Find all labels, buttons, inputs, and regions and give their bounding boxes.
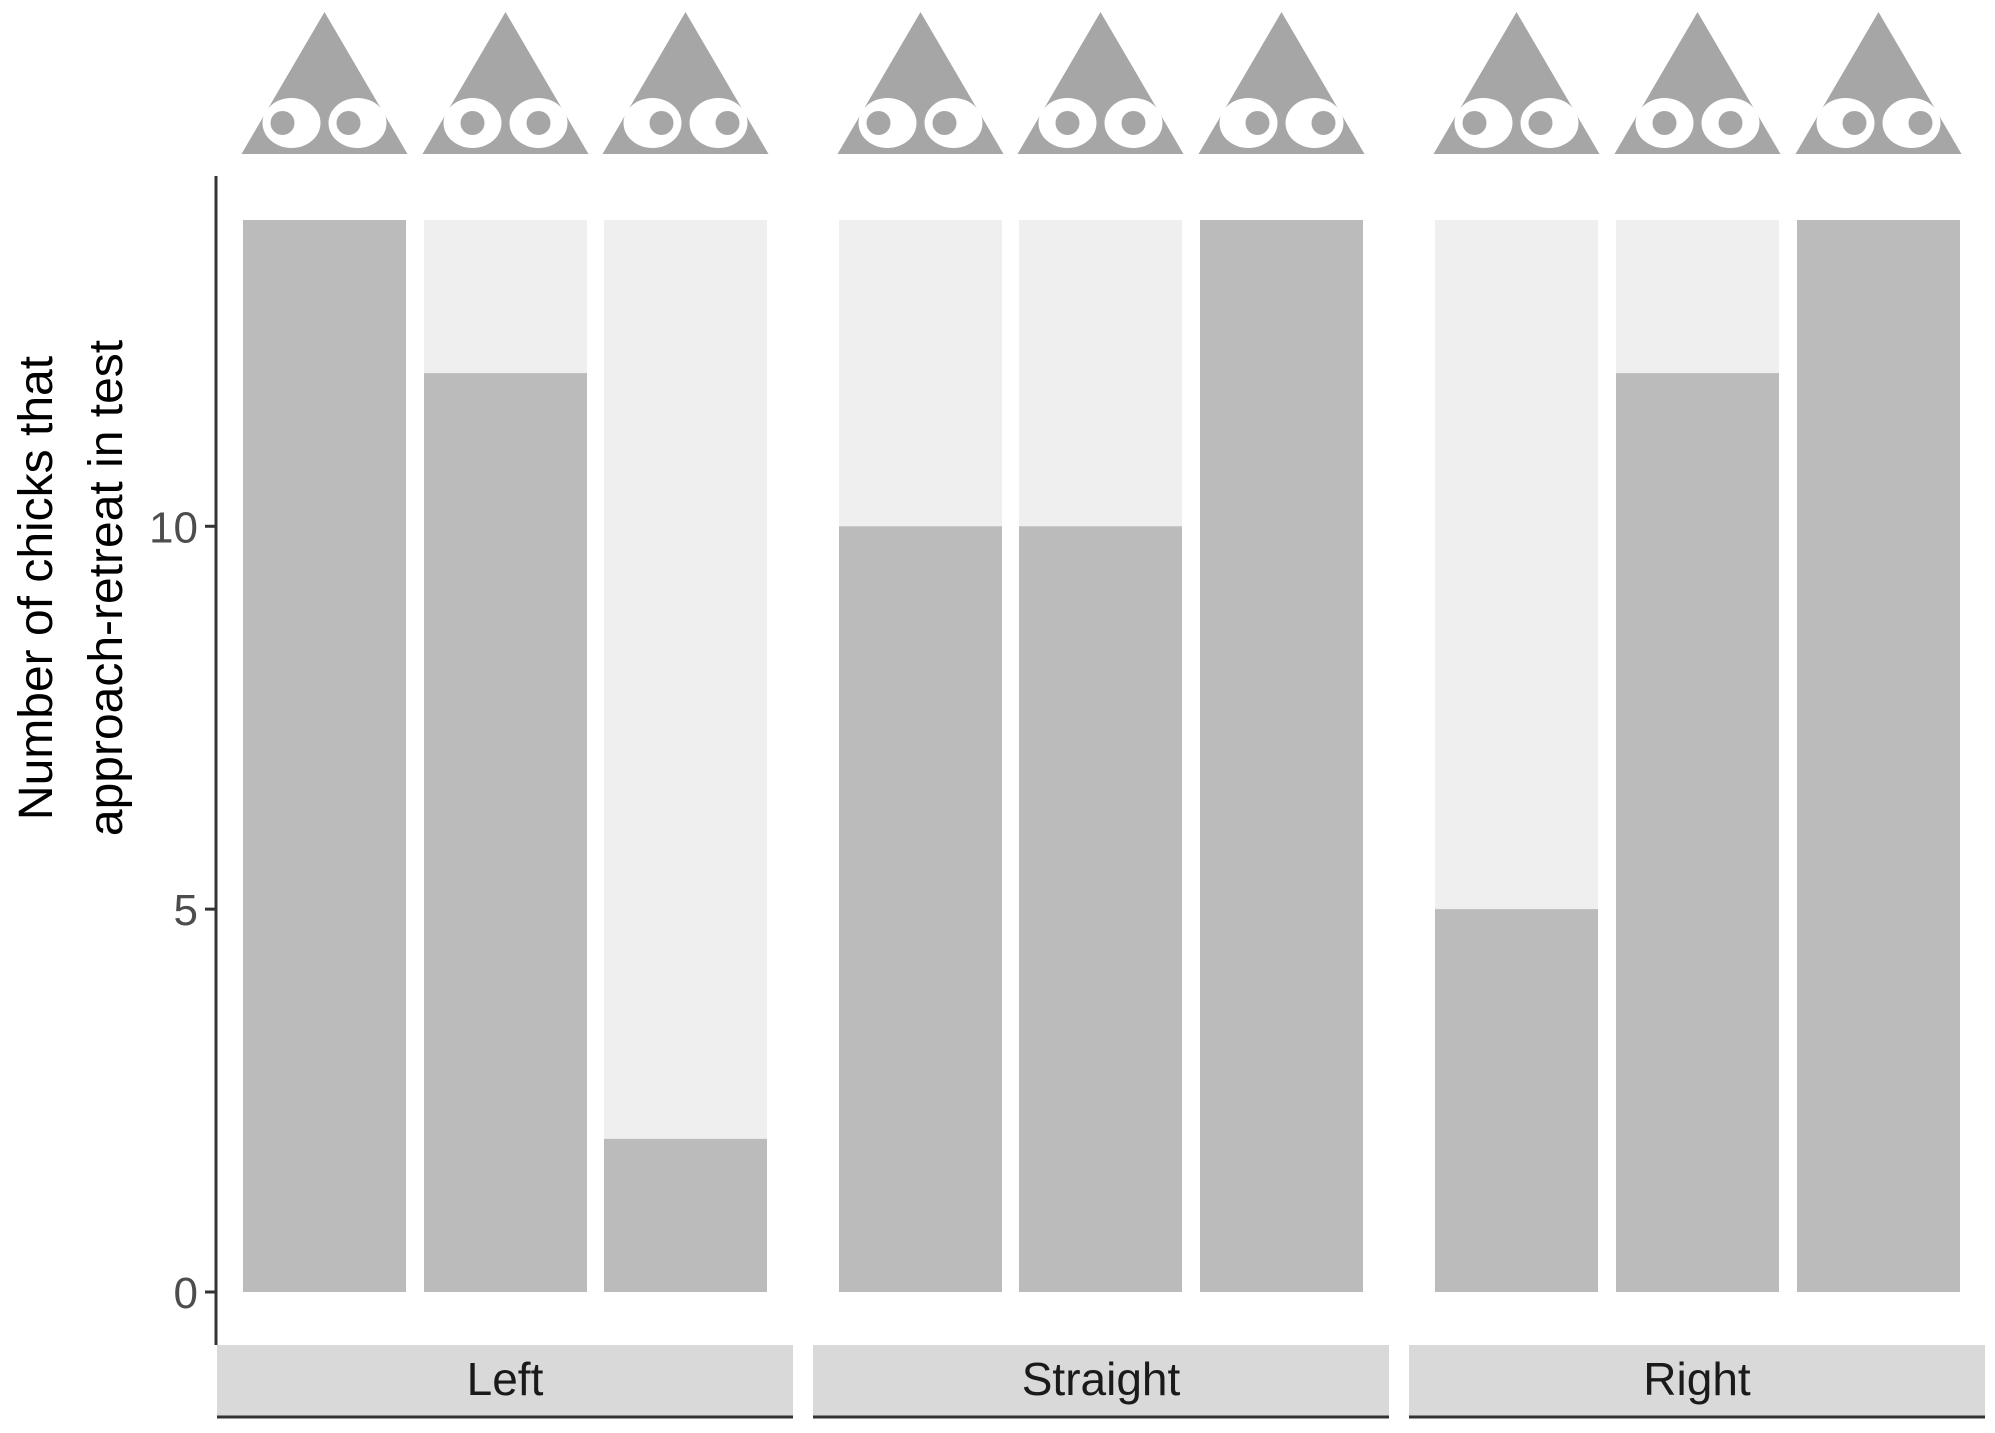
y-axis: 0 5 10 — [149, 176, 218, 1345]
facet-strip-right — [1409, 1345, 1985, 1416]
face-icon-right-right — [1795, 12, 1962, 154]
bar-straight-left — [839, 526, 1002, 1292]
facet-label-straight: Straight — [1022, 1353, 1181, 1405]
face-icon-left-straight — [422, 12, 589, 154]
right-pupil-icon — [715, 111, 740, 135]
right-pupil-icon — [1718, 111, 1743, 135]
right-pupil-icon — [336, 111, 361, 135]
left-pupil-icon — [1652, 111, 1677, 135]
y-axis-title-line-2: approach-retreat in test — [80, 340, 133, 836]
icons-layer — [241, 12, 1962, 154]
left-pupil-icon — [270, 111, 295, 135]
bar-straight-straight — [1019, 526, 1182, 1292]
bar-right-left — [1435, 909, 1598, 1292]
bar-right-right — [1797, 220, 1960, 1292]
y-tick-label-0: 0 — [174, 1269, 198, 1318]
bar-left-right — [604, 1138, 767, 1292]
face-icon-right-straight — [1614, 12, 1781, 154]
left-pupil-icon — [460, 111, 485, 135]
facet-strip-straight — [813, 1345, 1389, 1416]
y-tick-label-10: 10 — [149, 503, 198, 552]
right-pupil-icon — [1908, 111, 1933, 135]
left-pupil-icon — [1055, 111, 1080, 135]
bar-remainder-left-right — [604, 220, 767, 1292]
bar-right-straight — [1616, 373, 1779, 1293]
face-icon-straight-right — [1198, 12, 1365, 154]
face-icon-straight-straight — [1017, 12, 1184, 154]
right-pupil-icon — [1528, 111, 1553, 135]
facet-label-left: Left — [467, 1353, 544, 1405]
right-pupil-icon — [1311, 111, 1336, 135]
left-pupil-icon — [649, 111, 674, 135]
left-pupil-icon — [1462, 111, 1487, 135]
y-axis-title-line-1: Number of chicks that — [10, 356, 63, 820]
facet-label-right: Right — [1643, 1353, 1751, 1405]
left-pupil-icon — [866, 111, 891, 135]
left-pupil-icon — [1842, 111, 1867, 135]
bar-left-left — [243, 220, 406, 1292]
facet-strips: Left Straight Right — [217, 1345, 1985, 1419]
face-icon-right-left — [1433, 12, 1600, 154]
bars-layer — [243, 220, 1960, 1293]
right-pupil-icon — [1121, 111, 1146, 135]
right-pupil-icon — [526, 111, 551, 135]
bar-left-straight — [424, 373, 587, 1293]
y-tick-label-5: 5 — [174, 886, 198, 935]
right-pupil-icon — [932, 111, 957, 135]
face-icon-straight-left — [837, 12, 1004, 154]
bar-straight-right — [1200, 220, 1363, 1292]
face-icon-left-left — [241, 12, 408, 154]
face-icon-left-right — [602, 12, 769, 154]
left-pupil-icon — [1245, 111, 1270, 135]
facet-strip-left — [217, 1345, 793, 1416]
